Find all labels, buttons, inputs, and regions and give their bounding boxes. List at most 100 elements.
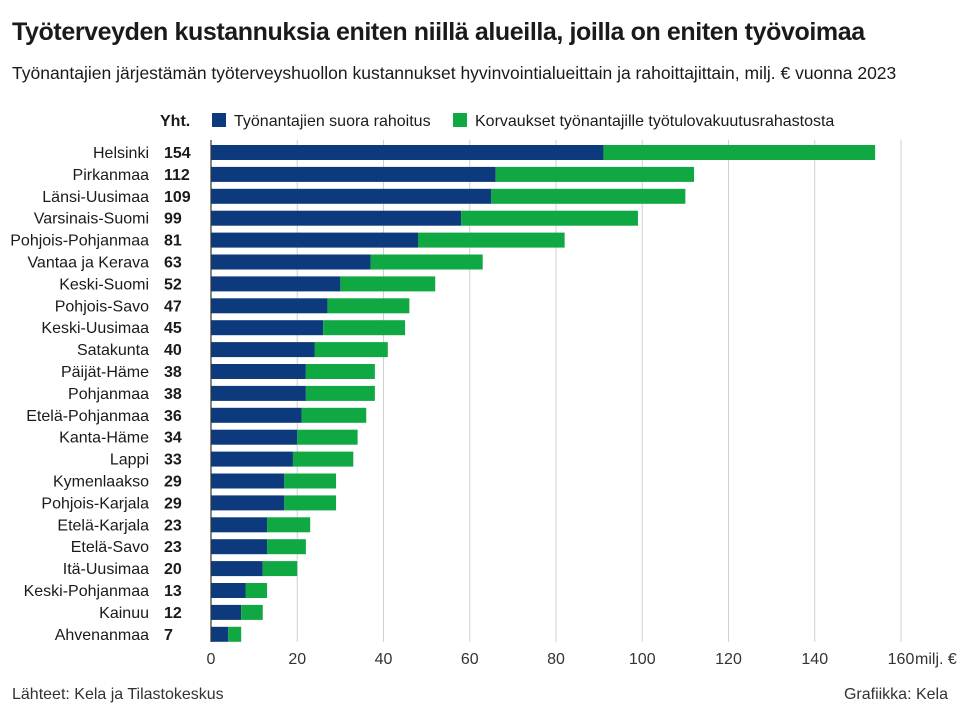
bar-segment-direct bbox=[211, 604, 242, 620]
category-label: Satakunta bbox=[77, 342, 149, 359]
total-label: 12 bbox=[164, 605, 182, 622]
bar-segment-compensation bbox=[491, 188, 686, 204]
bar-segment-compensation bbox=[323, 320, 406, 336]
category-label: Etelä-Pohjanmaa bbox=[26, 408, 149, 425]
bar-segment-compensation bbox=[305, 385, 375, 401]
total-label: 52 bbox=[164, 276, 182, 293]
source-note: Lähteet: Kela ja Tilastokeskus bbox=[12, 686, 224, 703]
total-label: 47 bbox=[164, 298, 182, 315]
category-label: Pohjanmaa bbox=[68, 386, 149, 403]
category-label: Kymenlaakso bbox=[53, 474, 149, 491]
category-label: Länsi-Uusimaa bbox=[42, 189, 149, 206]
bar-segment-compensation bbox=[305, 364, 375, 379]
chart-subtitle: Työnantajien järjestämän työterveyshuoll… bbox=[12, 63, 897, 83]
bar-segment-direct bbox=[211, 320, 324, 336]
category-label: Varsinais-Suomi bbox=[34, 211, 149, 228]
bar-segment-direct bbox=[211, 232, 418, 248]
total-label: 13 bbox=[164, 583, 182, 600]
bar-segment-direct bbox=[211, 210, 462, 226]
bar-segment-compensation bbox=[267, 539, 306, 555]
total-label: 38 bbox=[164, 364, 182, 381]
bar-segment-direct bbox=[211, 276, 341, 292]
legend-swatch bbox=[453, 113, 467, 127]
total-label: 38 bbox=[164, 386, 182, 403]
bar-segment-compensation bbox=[262, 561, 298, 577]
bar-segment-compensation bbox=[301, 407, 367, 423]
bar-segment-compensation bbox=[245, 583, 268, 598]
legend-swatch bbox=[212, 113, 226, 127]
total-label: 63 bbox=[164, 255, 182, 272]
category-label: Pirkanmaa bbox=[73, 167, 150, 184]
bar-segment-direct bbox=[211, 583, 246, 598]
total-label: 109 bbox=[164, 189, 191, 206]
bar-segment-compensation bbox=[284, 473, 337, 489]
total-label: 34 bbox=[164, 430, 182, 447]
category-label: Kainuu bbox=[99, 605, 149, 622]
category-label: Keski-Pohjanmaa bbox=[24, 583, 150, 600]
total-column-header: Yht. bbox=[160, 113, 190, 130]
total-label: 112 bbox=[164, 167, 190, 184]
bar-segment-compensation bbox=[370, 254, 483, 270]
total-label: 99 bbox=[164, 211, 182, 228]
legend-label: Korvaukset työnantajille työtulovakuutus… bbox=[475, 113, 834, 130]
x-tick-label: 60 bbox=[461, 651, 479, 668]
total-label: 45 bbox=[164, 320, 182, 337]
x-tick-label: 20 bbox=[288, 651, 306, 668]
bar-segment-compensation bbox=[228, 626, 242, 642]
bar-segment-direct bbox=[211, 166, 496, 182]
x-axis-unit: milj. € bbox=[915, 651, 957, 668]
x-tick-label: 100 bbox=[629, 651, 656, 668]
category-label: Kanta-Häme bbox=[59, 430, 149, 447]
bar-segment-direct bbox=[211, 539, 268, 555]
category-label: Lappi bbox=[110, 452, 149, 469]
total-label: 23 bbox=[164, 517, 182, 534]
x-tick-label: 120 bbox=[715, 651, 742, 668]
bar-segment-direct bbox=[211, 385, 306, 401]
bar-segment-direct bbox=[211, 364, 306, 379]
bar-segment-direct bbox=[211, 626, 229, 642]
category-label: Keski-Uusimaa bbox=[41, 320, 149, 337]
bar-segment-compensation bbox=[241, 604, 263, 620]
credit-note: Grafiikka: Kela bbox=[843, 686, 948, 703]
bar-segment-direct bbox=[211, 517, 268, 533]
bar-segment-direct bbox=[211, 429, 298, 445]
category-label: Ahvenanmaa bbox=[55, 627, 149, 644]
bar-segment-direct bbox=[211, 561, 263, 577]
bar-segment-compensation bbox=[418, 232, 565, 248]
total-label: 29 bbox=[164, 495, 182, 512]
total-label: 36 bbox=[164, 408, 182, 425]
bar-segment-direct bbox=[211, 188, 492, 204]
category-label: Etelä-Savo bbox=[71, 539, 149, 556]
bar-segment-compensation bbox=[284, 495, 337, 511]
bar-segment-compensation bbox=[603, 145, 876, 160]
x-tick-label: 80 bbox=[547, 651, 565, 668]
category-label: Päijät-Häme bbox=[61, 364, 149, 381]
category-label: Helsinki bbox=[93, 145, 149, 162]
category-label: Pohjois-Savo bbox=[55, 298, 149, 315]
total-label: 23 bbox=[164, 539, 182, 556]
x-tick-label: 140 bbox=[801, 651, 828, 668]
bar-segment-compensation bbox=[267, 517, 311, 533]
bar-segment-direct bbox=[211, 451, 293, 467]
bar-segment-direct bbox=[211, 254, 371, 270]
bar-segment-direct bbox=[211, 495, 285, 511]
bar-segment-compensation bbox=[461, 210, 638, 226]
total-label: 33 bbox=[164, 452, 182, 469]
bar-segment-compensation bbox=[340, 276, 436, 292]
bar-segment-direct bbox=[211, 407, 302, 423]
category-label: Pohjois-Karjala bbox=[41, 495, 149, 512]
chart-title: Työterveyden kustannuksia eniten niillä … bbox=[12, 18, 865, 46]
bar-segment-direct bbox=[211, 145, 604, 160]
category-label: Vantaa ja Kerava bbox=[27, 255, 149, 272]
total-label: 29 bbox=[164, 474, 182, 491]
bar-segment-compensation bbox=[292, 451, 354, 467]
total-label: 81 bbox=[164, 233, 182, 250]
legend-label: Työnantajien suora rahoitus bbox=[234, 113, 431, 130]
total-label: 154 bbox=[164, 145, 191, 162]
bar-segment-compensation bbox=[297, 429, 358, 445]
category-label: Keski-Suomi bbox=[59, 276, 149, 293]
x-tick-label: 40 bbox=[375, 651, 393, 668]
category-label: Itä-Uusimaa bbox=[63, 561, 149, 578]
bar-segment-direct bbox=[211, 298, 328, 314]
